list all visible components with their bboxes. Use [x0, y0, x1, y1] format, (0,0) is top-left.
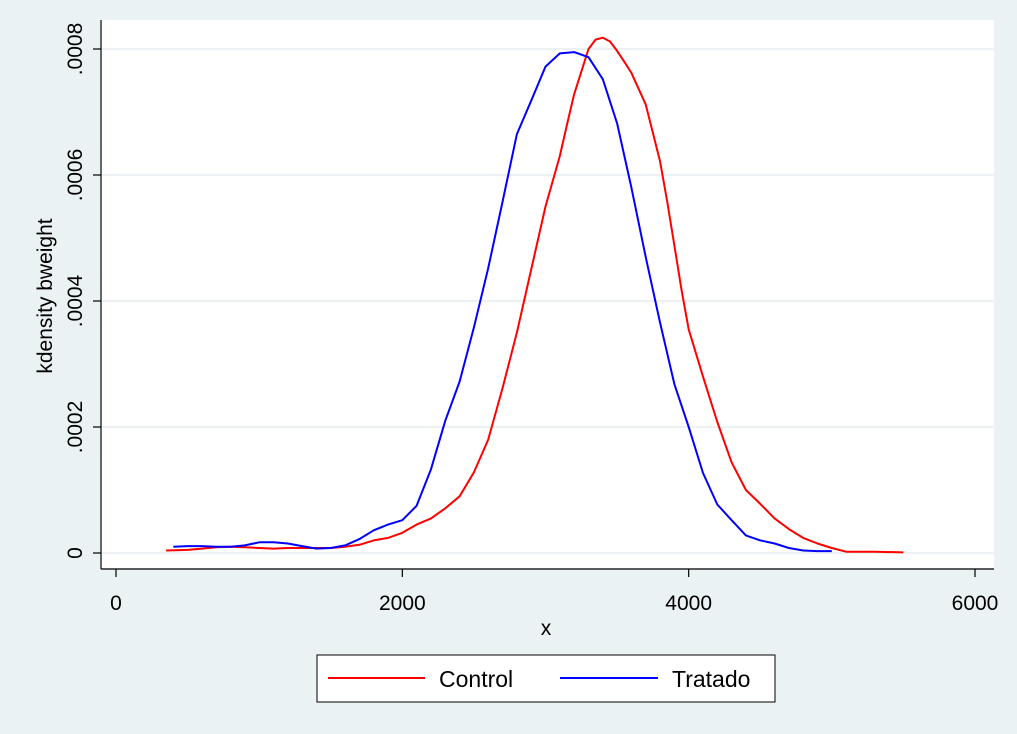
series-line-tratado [173, 51, 832, 553]
x-axis-ticks: 0 2000 4000 6000 [110, 569, 998, 615]
y-tick-label-0: 0 [64, 547, 87, 559]
x-tick-label-3: 6000 [952, 592, 999, 615]
legend: Control Tratado [316, 654, 776, 703]
plot-area [100, 20, 994, 568]
x-tick-label-2: 4000 [665, 592, 712, 615]
y-axis-title: kdensity bweight [34, 218, 57, 373]
y-axis-ticks: 0 .0002 .0004 .0006 .0008 [64, 23, 101, 559]
series-line-control [166, 36, 904, 554]
x-tick-label-1: 2000 [379, 592, 426, 615]
legend-box [316, 654, 776, 703]
legend-label-control: Control [439, 666, 513, 692]
x-tick-label-0: 0 [110, 592, 122, 615]
y-tick-label-4: .0008 [64, 23, 87, 76]
y-tick-label-2: .0004 [64, 274, 87, 327]
series-lines [166, 36, 904, 554]
y-tick-label-1: .0002 [64, 401, 87, 454]
grid-lines [101, 48, 994, 554]
x-axis-title: x [541, 617, 552, 640]
legend-label-tratado: Tratado [672, 666, 750, 692]
y-tick-label-3: .0006 [64, 149, 87, 202]
